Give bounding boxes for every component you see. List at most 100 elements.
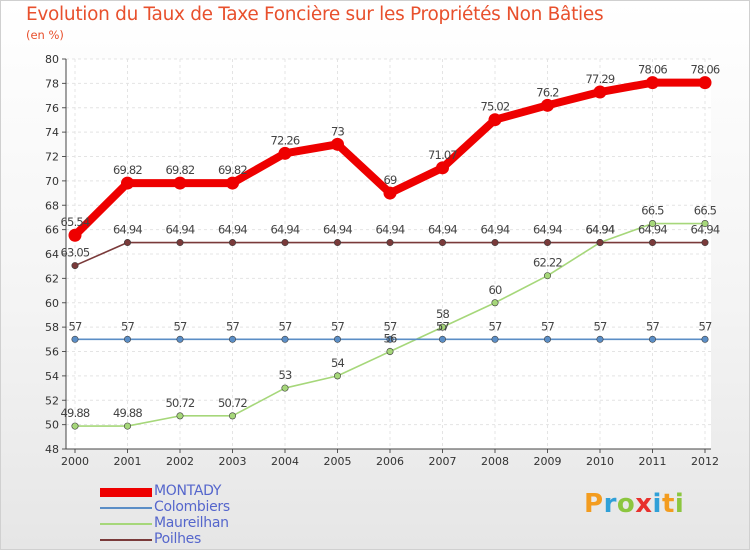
data-label-maureilhan: 56: [383, 332, 397, 346]
x-tick-label: 2002: [166, 455, 194, 468]
data-label-colombiers: 57: [68, 319, 82, 333]
legend-swatch: [100, 523, 152, 525]
y-tick-label: 56: [45, 346, 59, 359]
data-label-montady: 69.82: [166, 163, 195, 177]
legend-swatch: [100, 539, 152, 541]
data-label-montady: 78.06: [691, 63, 720, 77]
data-label-colombiers: 57: [488, 319, 502, 333]
y-tick-label: 70: [45, 175, 59, 188]
data-point-poilhes: [596, 239, 604, 247]
data-label-colombiers: 57: [436, 319, 450, 333]
y-tick-label: 48: [45, 443, 59, 456]
data-label-maureilhan: 50.72: [166, 396, 195, 410]
data-point-maureilhan: [71, 422, 79, 430]
data-label-montady: 69.82: [218, 163, 247, 177]
x-tick-label: 2007: [429, 455, 457, 468]
data-label-colombiers: 57: [383, 319, 397, 333]
x-tick-label: 2005: [324, 455, 352, 468]
data-label-colombiers: 57: [278, 319, 292, 333]
logo-letter: i: [652, 489, 662, 519]
y-tick-label: 78: [45, 77, 59, 90]
data-label-maureilhan: 49.88: [113, 406, 142, 420]
data-point-maureilhan: [648, 220, 656, 228]
x-tick-label: 2008: [481, 455, 509, 468]
data-label-montady: 69: [383, 173, 397, 187]
logo-letter: r: [603, 489, 617, 519]
data-point-poilhes: [386, 239, 394, 247]
legend-label: Maureilhan: [154, 515, 229, 531]
data-point-poilhes: [701, 239, 709, 247]
data-point-colombiers: [701, 335, 709, 343]
data-label-colombiers: 57: [698, 319, 712, 333]
data-point-maureilhan: [176, 412, 184, 420]
data-label-montady: 73: [331, 124, 345, 138]
data-label-maureilhan: 66.5: [694, 204, 717, 218]
logo-letter: t: [661, 489, 675, 519]
data-label-poilhes: 64.94: [376, 223, 405, 237]
data-point-colombiers: [281, 335, 289, 343]
data-label-poilhes: 64.94: [638, 223, 667, 237]
data-point-montady: [541, 98, 554, 112]
data-point-maureilhan: [386, 347, 394, 355]
data-label-poilhes: 64.94: [218, 223, 247, 237]
data-label-montady: 78.06: [638, 63, 667, 77]
data-label-maureilhan: 50.72: [218, 396, 247, 410]
data-point-maureilhan: [491, 299, 499, 307]
y-tick-label: 64: [45, 248, 59, 261]
y-tick-label: 68: [45, 199, 59, 212]
logo-letter: o: [616, 489, 636, 519]
data-label-montady: 75.02: [481, 100, 510, 114]
y-tick-label: 80: [45, 53, 59, 66]
data-point-montady: [593, 85, 607, 99]
y-tick-label: 74: [45, 126, 59, 139]
y-tick-label: 58: [45, 321, 59, 334]
logo-letter: P: [584, 489, 604, 519]
y-tick-label: 54: [45, 370, 59, 383]
data-point-montady: [226, 176, 239, 190]
data-label-maureilhan: 54: [331, 356, 345, 370]
chart-subtitle: (en %): [26, 28, 64, 42]
data-point-maureilhan: [543, 272, 551, 280]
data-point-montady: [436, 161, 449, 175]
y-tick-label: 60: [45, 297, 59, 310]
x-tick-label: 2004: [271, 455, 299, 468]
data-point-montady: [646, 76, 659, 90]
x-tick-label: 2006: [376, 455, 404, 468]
data-point-poilhes: [71, 262, 79, 270]
data-point-poilhes: [543, 239, 551, 247]
data-point-montady: [173, 176, 187, 190]
data-label-maureilhan: 58: [436, 307, 450, 321]
data-point-colombiers: [71, 335, 79, 343]
data-label-poilhes: 63.05: [61, 246, 90, 260]
data-label-montady: 77.29: [586, 72, 615, 86]
data-point-maureilhan: [333, 372, 341, 380]
x-tick-label: 2010: [586, 455, 614, 468]
data-point-montady: [383, 186, 397, 200]
data-point-montady: [121, 176, 134, 190]
data-point-montady: [488, 113, 502, 127]
data-point-montady: [331, 137, 344, 151]
data-point-poilhes: [124, 239, 132, 247]
data-point-colombiers: [543, 335, 551, 343]
x-tick-label: 2000: [61, 455, 89, 468]
x-tick-label: 2011: [639, 455, 667, 468]
x-tick-label: 2009: [534, 455, 562, 468]
logo-letter: x: [635, 489, 653, 519]
data-label-montady: 69.82: [113, 163, 142, 177]
plot-area: [66, 59, 711, 449]
data-point-colombiers: [333, 335, 341, 343]
y-tick-label: 76: [45, 102, 59, 115]
data-label-maureilhan: 64.94: [586, 223, 615, 237]
data-point-poilhes: [333, 239, 341, 247]
data-point-colombiers: [386, 335, 394, 343]
data-point-poilhes: [438, 239, 446, 247]
y-tick-label: 52: [45, 394, 59, 407]
y-tick-label: 72: [45, 151, 59, 164]
data-point-poilhes: [176, 239, 184, 247]
data-label-maureilhan: 60: [488, 283, 502, 297]
data-point-colombiers: [124, 335, 132, 343]
data-point-poilhes: [281, 239, 289, 247]
data-label-colombiers: 57: [593, 319, 607, 333]
data-label-poilhes: 64.94: [481, 223, 510, 237]
